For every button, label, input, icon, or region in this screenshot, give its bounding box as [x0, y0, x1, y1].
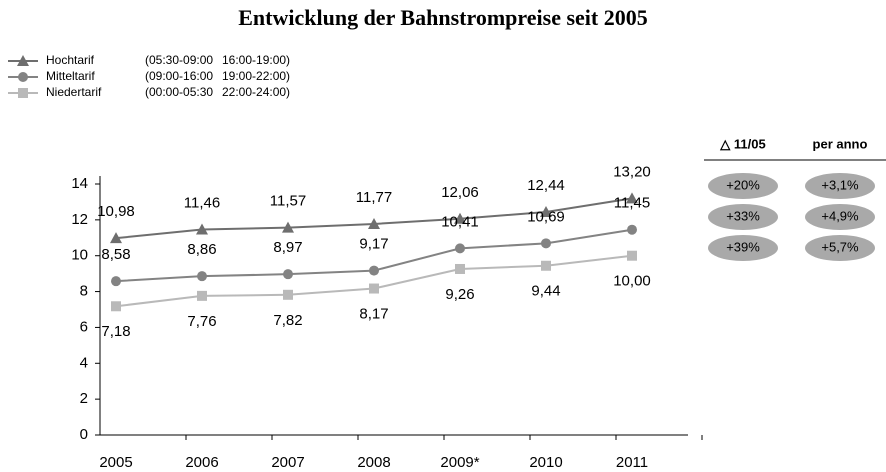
legend-label: Mitteltarif — [46, 69, 95, 83]
table-cell: +5,7% — [821, 239, 859, 254]
marker — [17, 55, 29, 66]
x-tick-label: 2006 — [185, 454, 218, 471]
legend-time: (00:00-05:30 — [145, 85, 213, 99]
table-header: △ 11/05 — [719, 136, 765, 151]
data-label: 8,17 — [359, 305, 388, 322]
marker — [18, 88, 28, 98]
data-label: 7,82 — [273, 312, 302, 329]
y-tick-label: 10 — [71, 247, 88, 264]
table-cell: +33% — [726, 208, 760, 223]
pill — [805, 204, 875, 230]
marker — [368, 217, 380, 229]
data-label: 8,58 — [101, 246, 130, 263]
data-label: 9,44 — [531, 283, 560, 300]
pill — [708, 235, 778, 261]
pill — [805, 173, 875, 199]
marker — [110, 232, 122, 244]
data-label: 9,26 — [445, 286, 474, 303]
marker — [541, 238, 551, 249]
y-tick-label: 12 — [71, 211, 88, 228]
data-label: 8,86 — [187, 241, 216, 258]
chart-title: Entwicklung der Bahnstrompreise seit 200… — [238, 5, 647, 30]
marker — [541, 260, 551, 271]
pill — [708, 173, 778, 199]
data-label: 12,06 — [441, 184, 479, 201]
marker — [455, 263, 465, 274]
y-tick-label: 14 — [71, 175, 88, 192]
data-label: 7,18 — [101, 323, 130, 340]
marker — [197, 271, 207, 282]
y-tick-label: 6 — [80, 318, 88, 335]
data-label: 9,17 — [359, 236, 388, 253]
y-tick-label: 4 — [80, 354, 88, 371]
marker — [627, 224, 637, 235]
marker — [369, 265, 379, 276]
x-tick-label: 2010 — [529, 454, 562, 471]
data-label: 11,57 — [270, 193, 306, 210]
table-cell: +4,9% — [821, 208, 859, 223]
data-label: 11,45 — [614, 195, 650, 212]
marker — [197, 290, 207, 301]
x-tick-label: 2005 — [99, 454, 132, 471]
data-label: 8,97 — [273, 239, 302, 256]
marker — [627, 250, 637, 261]
y-tick-label: 8 — [80, 283, 88, 300]
marker — [18, 72, 28, 82]
marker — [540, 205, 552, 217]
data-label: 11,46 — [184, 195, 220, 212]
data-label: 10,98 — [97, 203, 135, 220]
table-header: per anno — [813, 136, 868, 151]
marker — [282, 221, 294, 233]
x-tick-label: 2011 — [616, 454, 648, 471]
pill — [708, 204, 778, 230]
x-tick-label: 2009* — [440, 454, 479, 471]
data-label: 7,76 — [187, 313, 216, 330]
legend-time: 19:00-22:00) — [222, 69, 290, 83]
marker — [111, 276, 121, 287]
table-cell: +39% — [726, 239, 760, 254]
legend-time: (09:00-16:00 — [145, 69, 213, 83]
x-tick-label: 2007 — [271, 454, 304, 471]
marker — [626, 192, 638, 204]
data-label: 13,20 — [613, 163, 651, 180]
marker — [196, 223, 208, 235]
table-cell: +3,1% — [821, 177, 859, 192]
legend-label: Niedertarif — [46, 85, 102, 99]
legend-time: (05:30-09:00 — [145, 53, 213, 67]
marker — [455, 243, 465, 254]
data-label: 10,69 — [527, 208, 565, 225]
y-tick-label: 2 — [80, 390, 88, 407]
marker — [283, 269, 293, 280]
y-tick-label: 0 — [80, 426, 88, 443]
data-label: 10,00 — [613, 273, 651, 290]
legend-time: 16:00-19:00) — [222, 53, 290, 67]
table-cell: +20% — [726, 177, 760, 192]
data-label: 12,44 — [527, 177, 565, 194]
data-label: 10,41 — [441, 213, 479, 230]
legend-label: Hochtarif — [46, 53, 95, 67]
marker — [454, 212, 466, 224]
marker — [111, 301, 121, 312]
marker — [283, 289, 293, 300]
data-label: 11,77 — [356, 189, 392, 206]
marker — [369, 283, 379, 294]
pill — [805, 235, 875, 261]
x-tick-label: 2008 — [357, 454, 390, 471]
legend-time: 22:00-24:00) — [222, 85, 290, 99]
